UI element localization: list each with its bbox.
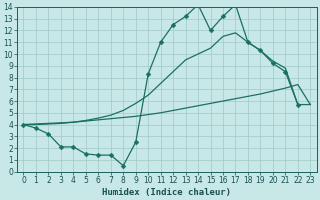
X-axis label: Humidex (Indice chaleur): Humidex (Indice chaleur) (102, 188, 231, 197)
